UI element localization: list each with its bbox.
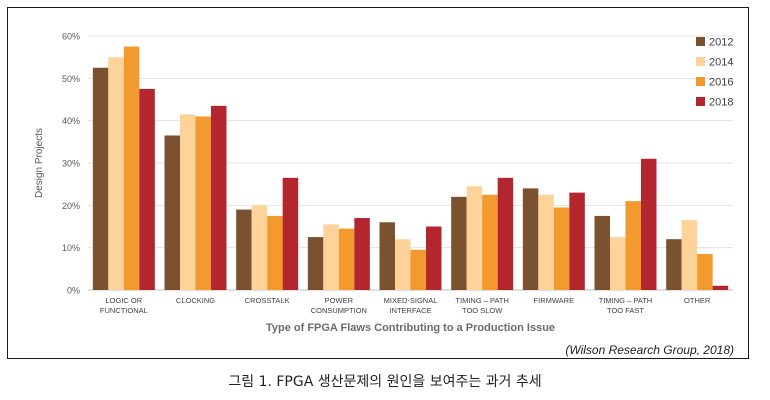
bar-2018 <box>712 285 729 290</box>
x-tick-label: MIXED-SIGNAL INTERFACE <box>384 296 438 315</box>
bar-2018 <box>211 105 227 290</box>
bar-2012 <box>92 67 109 290</box>
y-tick-label: 50% <box>62 74 80 84</box>
y-tick-label: 20% <box>62 201 80 211</box>
y-tick-label: 60% <box>62 32 80 42</box>
source-note: (Wilson Research Group, 2018) <box>565 343 734 357</box>
bar-2016 <box>195 116 211 290</box>
bar-2018 <box>569 192 585 290</box>
bar-2012 <box>451 196 467 290</box>
legend-label-2018: 2018 <box>709 97 733 109</box>
bar-2014 <box>180 114 196 290</box>
bar-2018 <box>354 218 370 290</box>
x-tick-label: CLOCKING <box>176 296 215 305</box>
bar-2012 <box>379 222 395 290</box>
legend-swatch-2016 <box>696 77 705 86</box>
x-tick-label: FIRMWARE <box>534 296 575 305</box>
bar-2014 <box>108 57 124 290</box>
bar-2016 <box>482 194 498 290</box>
bar-2012 <box>307 237 324 290</box>
bar-2016 <box>553 207 570 290</box>
bar-2014 <box>538 194 554 290</box>
figure-caption: 그림 1. FPGA 생산문제의 원인을 보여주는 과거 추세 <box>228 374 542 390</box>
bar-2018 <box>426 226 442 290</box>
bar-2018 <box>497 177 514 290</box>
bar-2012 <box>594 215 610 290</box>
bar-2012 <box>236 209 252 290</box>
legend-label-2016: 2016 <box>709 77 733 89</box>
legend-swatch-2012 <box>696 37 705 46</box>
x-tick-label: LOGIC OR FUNCTIONAL <box>100 296 148 315</box>
bar-2018 <box>641 158 657 290</box>
x-tick-label: TIMING – PATH TOO FAST <box>599 296 652 315</box>
bar-2014 <box>681 220 698 290</box>
legend-label-2012: 2012 <box>709 37 733 49</box>
legend-label-2014: 2014 <box>709 57 733 69</box>
bar-2012 <box>666 239 682 290</box>
bar-chart: 0% 10% 20% 30% 40% 50% 60% Design Projects LOGIC… <box>34 32 733 335</box>
bar-2018 <box>139 88 155 291</box>
y-tick-label: 30% <box>62 159 80 169</box>
bar-2016 <box>123 46 140 291</box>
legend-swatch-2014 <box>696 57 705 66</box>
x-axis-label: Type of FPGA Flaws Contributing to a Pro… <box>266 322 555 334</box>
x-tick-label: POWER CONSUMPTION <box>311 296 367 315</box>
x-tick-label: TIMING – PATH TOO SLOW <box>455 296 508 315</box>
bar-2016 <box>625 201 641 290</box>
bar-2012 <box>522 188 539 290</box>
y-tick-label: 0% <box>67 286 80 296</box>
bar-2016 <box>410 249 426 290</box>
bar-2018 <box>282 177 299 290</box>
legend-swatch-2018 <box>696 97 705 106</box>
bar-2014 <box>466 186 483 290</box>
figure-frame: 0% 10% 20% 30% 40% 50% 60% Design Projects LOGIC… <box>7 7 749 359</box>
bar-2014 <box>323 224 339 290</box>
bar-2012 <box>164 135 180 290</box>
bar-2016 <box>267 215 283 290</box>
bar-2016 <box>338 228 355 290</box>
bar-2014 <box>251 205 268 290</box>
bar-2016 <box>697 254 713 290</box>
y-tick-label: 10% <box>62 243 80 253</box>
x-tick-label: OTHER <box>684 296 711 305</box>
bar-2014 <box>395 239 411 290</box>
x-tick-label: CROSSTALK <box>245 296 290 305</box>
bar-2014 <box>610 237 626 290</box>
y-tick-label: 40% <box>62 116 80 126</box>
y-axis-label: Design Projects <box>34 128 45 198</box>
